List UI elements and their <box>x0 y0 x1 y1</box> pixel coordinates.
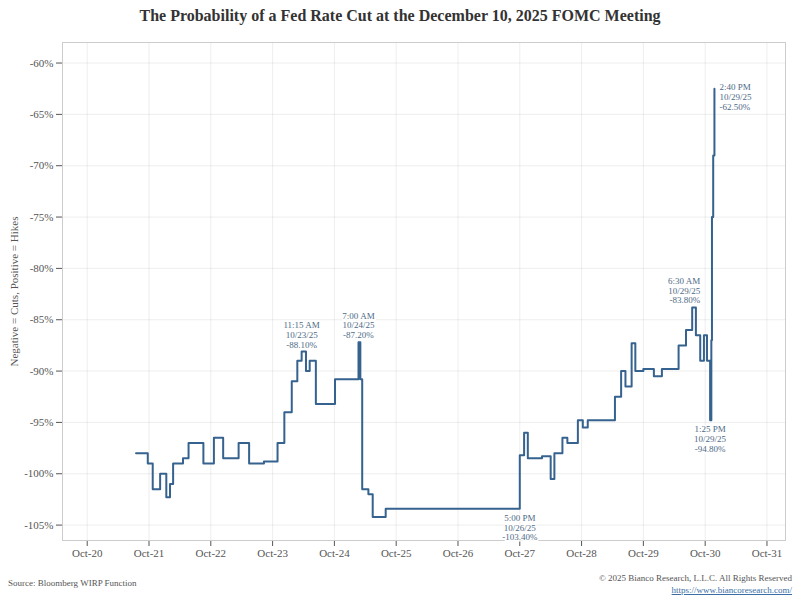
svg-text:Negative = Cuts, Positive = Hi: Negative = Cuts, Positive = Hikes <box>8 217 20 367</box>
svg-text:Oct-25: Oct-25 <box>381 547 412 559</box>
html-text:https://www.biancoresearch.com: https://www.biancoresearch.com/ <box>671 585 792 595</box>
svg-text:Oct-22: Oct-22 <box>196 547 227 559</box>
svg-text:Oct-24: Oct-24 <box>319 547 350 559</box>
html-text:Source: Bloomberg WIRP Functio: Source: Bloomberg WIRP Function <box>8 578 137 588</box>
svg-text:7:00 AM10/24/25-87.20%: 7:00 AM10/24/25-87.20% <box>342 311 375 341</box>
svg-text:-75%: -75% <box>30 211 54 223</box>
svg-text:Oct-20: Oct-20 <box>72 547 103 559</box>
svg-text:-70%: -70% <box>30 159 54 171</box>
svg-text:Oct-23: Oct-23 <box>257 547 288 559</box>
svg-text:Oct-31: Oct-31 <box>752 547 783 559</box>
svg-text:5:00 PM10/26/25-103.40%: 5:00 PM10/26/25-103.40% <box>502 513 538 543</box>
svg-text:-65%: -65% <box>30 108 54 120</box>
svg-text:-60%: -60% <box>30 57 54 69</box>
svg-text:-80%: -80% <box>30 262 54 274</box>
svg-text:-105%: -105% <box>24 519 53 531</box>
svg-text:2:40 PM10/29/25-62.50%: 2:40 PM10/29/25-62.50% <box>719 82 752 112</box>
svg-text:Oct-27: Oct-27 <box>505 547 536 559</box>
svg-text:Oct-30: Oct-30 <box>690 547 721 559</box>
svg-text:1:25 PM10/29/25-94.80%: 1:25 PM10/29/25-94.80% <box>694 424 727 454</box>
svg-text:Oct-26: Oct-26 <box>443 547 474 559</box>
svg-text:-100%: -100% <box>24 467 53 479</box>
svg-text:11:15 AM10/23/25-88.10%: 11:15 AM10/23/25-88.10% <box>283 320 319 350</box>
html-text:© 2025 Bianco Research, L.L.C.: © 2025 Bianco Research, L.L.C. All Right… <box>598 573 792 583</box>
svg-text:-85%: -85% <box>30 313 54 325</box>
svg-text:Oct-21: Oct-21 <box>134 547 165 559</box>
svg-text:Oct-29: Oct-29 <box>628 547 659 559</box>
svg-text:6:30 AM10/29/25-83.80%: 6:30 AM10/29/25-83.80% <box>668 276 701 306</box>
svg-text:-95%: -95% <box>30 416 54 428</box>
html-text:The Probability of a Fed Rate: The Probability of a Fed Rate Cut at the… <box>139 7 661 24</box>
svg-text:-90%: -90% <box>30 365 54 377</box>
svg-text:Oct-28: Oct-28 <box>566 547 597 559</box>
